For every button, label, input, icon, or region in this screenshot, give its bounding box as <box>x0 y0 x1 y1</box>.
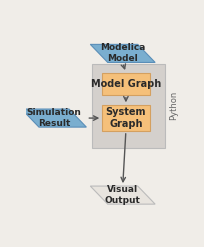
Bar <box>102 73 150 95</box>
Polygon shape <box>22 109 86 127</box>
Bar <box>102 105 150 131</box>
Bar <box>92 64 165 147</box>
Text: System
Graph: System Graph <box>106 107 146 129</box>
Text: Modelica
Model: Modelica Model <box>100 43 145 63</box>
Text: Simulation
Result: Simulation Result <box>27 108 81 128</box>
Text: Python: Python <box>170 91 179 120</box>
Polygon shape <box>90 44 155 62</box>
Text: Model Graph: Model Graph <box>91 79 161 89</box>
Text: Visual
Output: Visual Output <box>105 185 141 205</box>
Polygon shape <box>90 186 155 204</box>
